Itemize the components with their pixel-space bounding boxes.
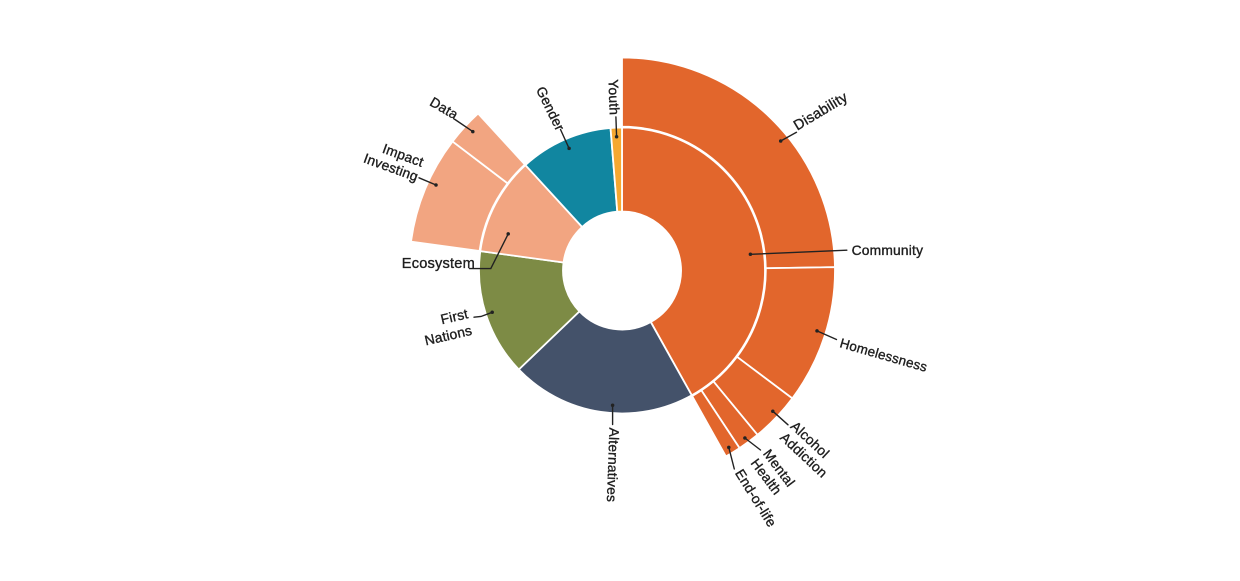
- svg-text:Alternatives: Alternatives: [604, 427, 622, 502]
- svg-text:Ecosystem: Ecosystem: [402, 256, 475, 272]
- svg-text:Youth: Youth: [606, 79, 622, 115]
- svg-text:Community: Community: [852, 243, 924, 258]
